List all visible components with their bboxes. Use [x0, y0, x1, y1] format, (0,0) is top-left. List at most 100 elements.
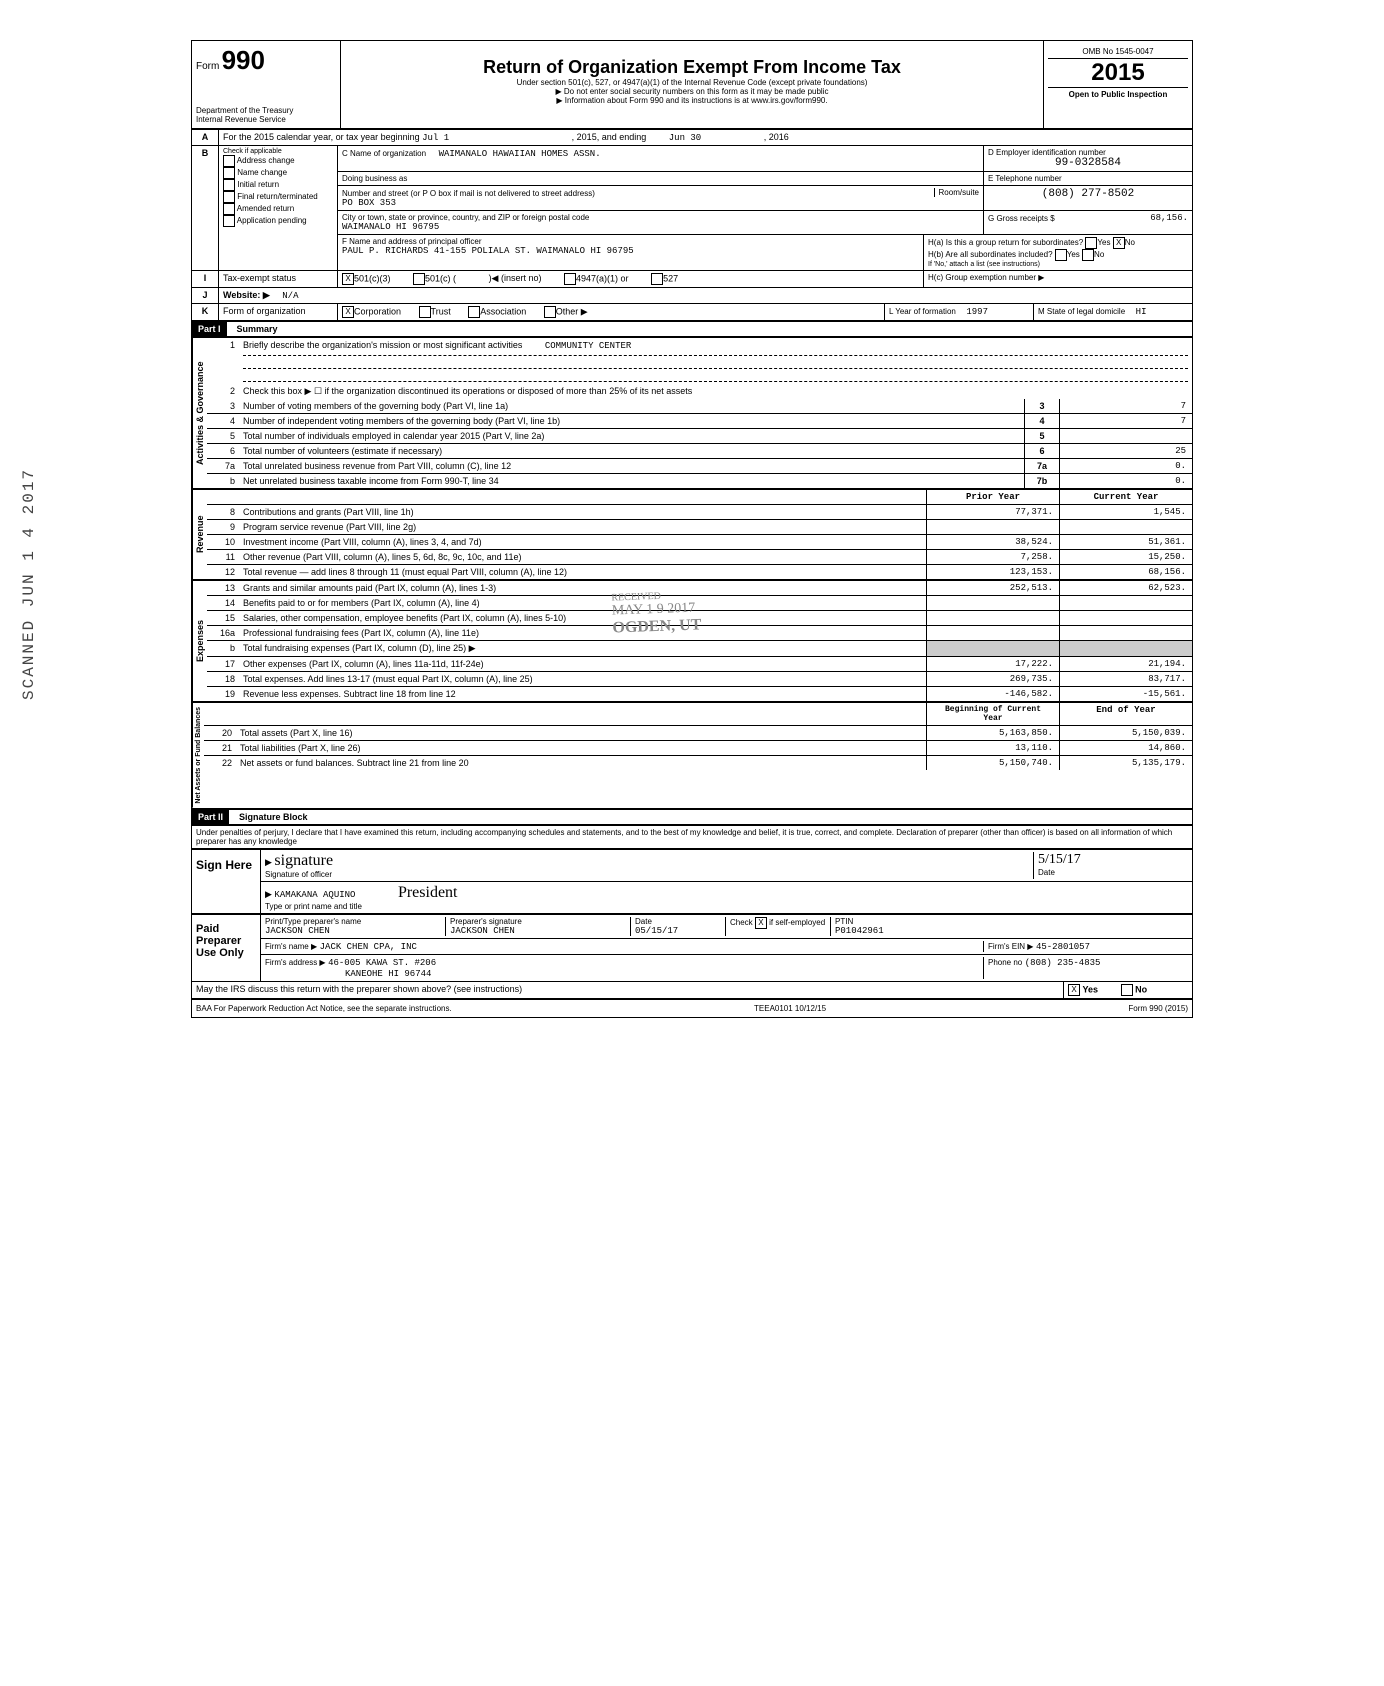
form-org-label: Form of organization — [219, 304, 338, 320]
line4-text: Number of independent voting members of … — [239, 414, 1024, 428]
form-subtitle3: ▶ Information about Form 990 and its ins… — [345, 96, 1039, 105]
website-value: N/A — [282, 291, 298, 301]
form-title: Return of Organization Exempt From Incom… — [345, 57, 1039, 78]
preparer-sig-label: Preparer's signature — [450, 917, 630, 926]
cb-assoc[interactable] — [468, 306, 480, 318]
curr-val: 68,156. — [1059, 565, 1192, 579]
line-text: Investment income (Part VIII, column (A)… — [239, 535, 926, 549]
cb-final-return[interactable] — [223, 191, 235, 203]
curr-val: -15,561. — [1059, 687, 1192, 701]
line-num: 8 — [207, 505, 239, 519]
line-num: 5 — [207, 429, 239, 443]
telephone: (808) 277-8502 — [984, 186, 1192, 210]
tax-year: 2015 — [1048, 59, 1188, 87]
form-subtitle2: ▶ Do not enter social security numbers o… — [345, 87, 1039, 96]
check-if-applicable: Check if applicable — [223, 148, 333, 155]
cb-hb-yes[interactable] — [1055, 249, 1067, 261]
gross-receipts: 68,156. — [1150, 213, 1188, 223]
prior-val: 38,524. — [926, 535, 1059, 549]
cb-label: Initial return — [237, 180, 279, 189]
yes-label: Yes — [1097, 238, 1110, 247]
curr-val: 1,545. — [1059, 505, 1192, 519]
m-label: M State of legal domicile — [1038, 307, 1125, 316]
no-label: No — [1135, 984, 1147, 994]
curr-val — [1059, 611, 1192, 625]
cb-ha-no[interactable]: X — [1113, 237, 1125, 249]
line-num: 15 — [207, 611, 239, 625]
prior-val — [926, 626, 1059, 640]
current-year-header: Current Year — [1059, 490, 1192, 504]
form-subtitle1: Under section 501(c), 527, or 4947(a)(1)… — [345, 78, 1039, 87]
opt: Trust — [431, 306, 451, 316]
officer-label: F Name and address of principal officer — [342, 237, 919, 246]
line-num: 19 — [207, 687, 239, 701]
preparer-date-label: Date — [635, 917, 725, 926]
line-num: 3 — [207, 399, 239, 413]
line-text: Total liabilities (Part X, line 26) — [236, 741, 926, 755]
cb-address-change[interactable] — [223, 155, 235, 167]
opt: 4947(a)(1) or — [576, 273, 629, 283]
omb-number: OMB No 1545-0047 — [1048, 45, 1188, 59]
officer-typed-name: KAMAKANA AQUINO — [274, 890, 355, 900]
line7b-text: Net unrelated business taxable income fr… — [239, 474, 1024, 488]
netassets-label: Net Assets or Fund Balances — [192, 703, 204, 808]
cb-other[interactable] — [544, 306, 556, 318]
h-a: H(a) Is this a group return for subordin… — [928, 238, 1083, 247]
prior-val: 77,371. — [926, 505, 1059, 519]
line-num: 22 — [204, 756, 236, 770]
line-num: 1 — [207, 338, 239, 384]
prior-val — [926, 641, 1059, 656]
line-num: 11 — [207, 550, 239, 564]
org-address: PO BOX 353 — [342, 198, 979, 208]
line-a: A For the 2015 calendar year, or tax yea… — [192, 130, 1192, 146]
cb-527[interactable] — [651, 273, 663, 285]
prior-val: 7,258. — [926, 550, 1059, 564]
prior-val: 252,513. — [926, 581, 1059, 595]
opt: Association — [480, 306, 526, 316]
line4-val: 7 — [1059, 414, 1192, 428]
cb-hb-no[interactable] — [1082, 249, 1094, 261]
line-num: 18 — [207, 672, 239, 686]
cb-initial-return[interactable] — [223, 179, 235, 191]
cb-discuss-no[interactable] — [1121, 984, 1133, 996]
cb-name-change[interactable] — [223, 167, 235, 179]
curr-val: 5,135,179. — [1059, 756, 1192, 770]
org-city: WAIMANALO HI 96795 — [342, 222, 979, 232]
line-text: Other revenue (Part VIII, column (A), li… — [239, 550, 926, 564]
line-box: 3 — [1024, 399, 1059, 413]
cb-ha-yes[interactable] — [1085, 237, 1097, 249]
firm-phone: (808) 235-4835 — [1025, 958, 1101, 968]
h-b: H(b) Are all subordinates included? — [928, 250, 1053, 259]
city-label: City or town, state or province, country… — [342, 213, 979, 222]
phone-label: Phone no — [988, 958, 1022, 967]
line-num: 7a — [207, 459, 239, 473]
section-g-label: G Gross receipts $ — [988, 214, 1055, 223]
line7a-val: 0. — [1059, 459, 1192, 473]
prior-val: 269,735. — [926, 672, 1059, 686]
cb-4947[interactable] — [564, 273, 576, 285]
line-num: 9 — [207, 520, 239, 534]
preparer-name: JACKSON CHEN — [265, 926, 445, 936]
curr-val: 5,150,039. — [1059, 726, 1192, 740]
cb-discuss-yes[interactable]: X — [1068, 984, 1080, 996]
cb-application-pending[interactable] — [223, 215, 235, 227]
cb-501c[interactable] — [413, 273, 425, 285]
received-loc: OGDEN, UT — [612, 616, 701, 637]
line-box: 4 — [1024, 414, 1059, 428]
addr-label: Number and street (or P O box if mail is… — [342, 189, 595, 198]
cb-amended[interactable] — [223, 203, 235, 215]
line-num: b — [207, 641, 239, 656]
line-box: 7a — [1024, 459, 1059, 473]
cb-self-employed[interactable]: X — [755, 917, 767, 929]
cb-501c3[interactable]: X — [342, 273, 354, 285]
cb-trust[interactable] — [419, 306, 431, 318]
website-label: Website: ▶ — [223, 290, 270, 300]
inspection-label: Open to Public Inspection — [1048, 87, 1188, 101]
cb-corp[interactable]: X — [342, 306, 354, 318]
section-e-label: E Telephone number — [988, 174, 1188, 183]
line-text: Other expenses (Part IX, column (A), lin… — [239, 657, 926, 671]
part1-header: Part I — [192, 322, 227, 336]
line-num: 2 — [207, 384, 239, 399]
officer-name: PAUL P. RICHARDS 41-155 POLIALA ST. WAIM… — [342, 246, 919, 256]
part2-header: Part II — [192, 810, 229, 824]
